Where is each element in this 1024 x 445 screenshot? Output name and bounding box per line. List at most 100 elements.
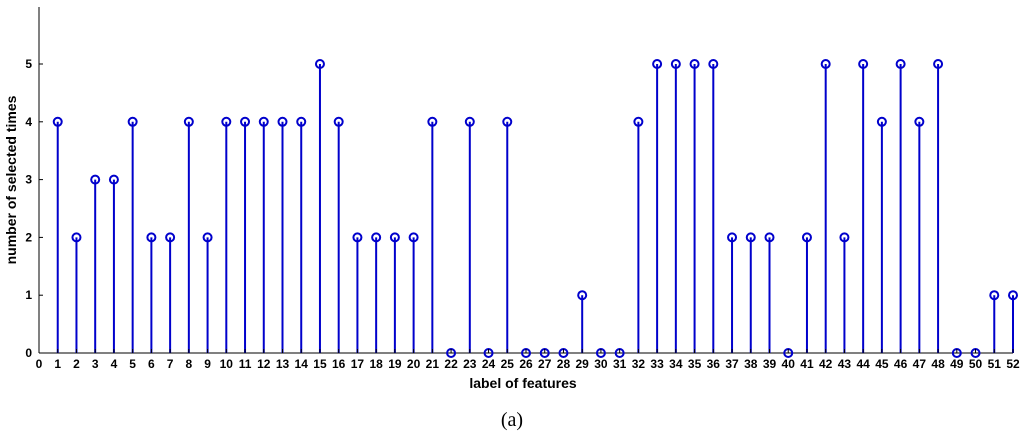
x-tick-label: 7	[167, 357, 174, 371]
y-tick-label: 3	[25, 173, 32, 187]
x-tick-label: 2	[73, 357, 80, 371]
x-tick-label: 37	[725, 357, 739, 371]
stem-marker	[127, 116, 138, 127]
y-tick-label: 2	[25, 230, 32, 244]
x-tick-label: 23	[463, 357, 477, 371]
x-tick-label: 26	[519, 357, 533, 371]
stem-marker	[670, 59, 681, 69]
stem-marker	[464, 116, 475, 127]
x-tick-label: 17	[351, 357, 365, 371]
x-tick-label: 8	[186, 357, 193, 371]
x-tick-label: 34	[669, 357, 683, 371]
stem-marker	[389, 232, 400, 243]
stem-marker	[108, 174, 119, 185]
x-tick-label: 5	[129, 357, 136, 371]
y-tick-label: 5	[25, 57, 32, 71]
x-tick-label: 29	[576, 357, 590, 371]
x-axis-label: label of features	[469, 375, 577, 391]
x-tick-label: 12	[257, 357, 271, 371]
stem-marker	[333, 116, 344, 127]
x-tick-label: 18	[369, 357, 383, 371]
stem-marker	[296, 116, 307, 127]
stem-marker	[408, 232, 419, 243]
x-tick-label: 1	[54, 357, 61, 371]
x-tick-label: 6	[148, 357, 155, 371]
stem-marker	[240, 116, 251, 127]
stem-marker	[502, 116, 513, 127]
stem-marker	[633, 116, 644, 127]
stem-marker	[989, 290, 1000, 301]
y-tick-label: 4	[25, 115, 32, 129]
x-tick-label: 15	[313, 357, 327, 371]
stem-marker	[858, 59, 869, 69]
x-ticks: 0 1 2 3 4 5 6 7 8 9 10 11 12 13 14 15 16 17 18 19 20 21 22 23 24…	[36, 349, 1020, 371]
x-tick-label: 44	[856, 357, 870, 371]
stem-marker	[577, 290, 588, 301]
x-tick-label: 22	[444, 357, 458, 371]
stem-marker	[221, 116, 232, 127]
stem-marker	[801, 232, 812, 243]
x-tick-label: 32	[632, 357, 646, 371]
stem-marker	[708, 59, 719, 69]
stem-marker	[202, 232, 213, 243]
x-tick-label: 41	[800, 357, 814, 371]
stems	[52, 59, 1018, 358]
x-tick-label: 43	[838, 357, 852, 371]
x-tick-label: 39	[763, 357, 777, 371]
stem-marker	[258, 116, 269, 127]
stem-marker	[933, 59, 944, 69]
stem-marker	[90, 174, 101, 185]
x-tick-label: 4	[111, 357, 118, 371]
x-tick-label: 25	[501, 357, 515, 371]
x-tick-label: 20	[407, 357, 421, 371]
x-tick-label: 48	[931, 357, 945, 371]
y-tick-label: 1	[25, 288, 32, 302]
figure-caption: (a)	[501, 409, 523, 431]
stem-marker	[914, 116, 925, 127]
y-ticks: 0 1 2 3 4 5	[25, 57, 43, 360]
stem-marker	[427, 116, 438, 127]
x-tick-label: 42	[819, 357, 833, 371]
stem-marker	[652, 59, 663, 69]
x-tick-label: 47	[913, 357, 927, 371]
stem-marker	[689, 59, 700, 69]
stem-marker	[71, 232, 82, 243]
x-tick-label: 52	[1006, 357, 1020, 371]
x-tick-label: 19	[388, 357, 402, 371]
x-tick-label: 14	[295, 357, 309, 371]
x-tick-label: 13	[276, 357, 290, 371]
x-tick-label: 9	[204, 357, 211, 371]
x-tick-label: 10	[220, 357, 234, 371]
stem-marker	[895, 59, 906, 69]
stem-marker	[183, 116, 194, 127]
stem-marker	[165, 232, 176, 243]
stem-marker	[314, 59, 325, 69]
y-tick-label: 0	[25, 346, 32, 360]
stem-marker	[764, 232, 775, 243]
x-tick-label: 11	[239, 357, 252, 371]
x-tick-label: 3	[92, 357, 99, 371]
y-axis-label: number of selected times	[3, 95, 19, 264]
x-tick-label: 27	[538, 357, 552, 371]
x-tick-label: 33	[650, 357, 664, 371]
x-tick-label: 45	[875, 357, 889, 371]
stem-marker	[839, 232, 850, 243]
stem-marker	[820, 59, 831, 69]
stem-marker	[352, 232, 363, 243]
stem-marker	[52, 116, 63, 127]
stem-marker	[876, 116, 887, 127]
x-tick-label: 50	[969, 357, 983, 371]
x-tick-label: 16	[332, 357, 346, 371]
x-tick-label: 46	[894, 357, 908, 371]
stem-marker	[1008, 290, 1018, 301]
stem-marker	[745, 232, 756, 243]
x-tick-label: 24	[482, 357, 496, 371]
x-tick-label: 36	[707, 357, 721, 371]
x-tick-label: 21	[426, 357, 440, 371]
x-tick-label: 0	[36, 357, 43, 371]
x-tick-label: 30	[594, 357, 608, 371]
x-tick-label: 40	[782, 357, 796, 371]
x-tick-label: 49	[950, 357, 964, 371]
